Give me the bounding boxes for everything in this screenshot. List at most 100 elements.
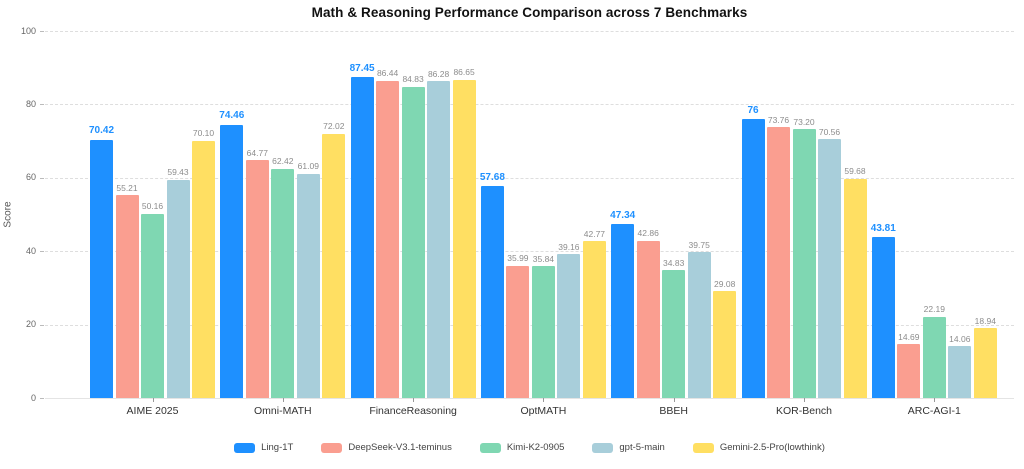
- bar-Kimi-K2-0905-Omni-MATH[interactable]: [271, 168, 295, 398]
- value-label: 22.19: [923, 304, 945, 315]
- value-label: 70.42: [88, 125, 115, 137]
- x-tick-label-KOR-Bench: KOR-Bench: [775, 405, 833, 417]
- value-label: 39.16: [558, 241, 580, 252]
- bar-Gemini-2.5-Pro(lowthink)-Omni-MATH[interactable]: [322, 133, 346, 398]
- bar-DeepSeek-V3.1-teminus-BBEH[interactable]: [636, 240, 660, 398]
- legend-swatch-DeepSeek-V3.1-teminus: [321, 442, 343, 453]
- bar-Gemini-2.5-Pro(lowthink)-OptMATH[interactable]: [582, 241, 606, 398]
- value-label: 57.68: [479, 171, 505, 183]
- value-label: 14.06: [949, 333, 971, 344]
- bar-gpt-5-main-FinanceReasoning[interactable]: [427, 81, 451, 398]
- legend-swatch-Gemini-2.5-Pro(lowthink): [692, 442, 714, 453]
- bar-Gemini-2.5-Pro(lowthink)-BBEH[interactable]: [713, 291, 737, 398]
- bar-Kimi-K2-0905-FinanceReasoning[interactable]: [401, 86, 425, 398]
- x-tick-label-Omni-MATH: Omni-MATH: [254, 405, 312, 417]
- value-label: 73.20: [793, 116, 815, 127]
- legend-item-Gemini-2.5-Pro(lowthink)[interactable]: Gemini-2.5-Pro(lowthink): [692, 442, 825, 453]
- bar-Ling-1T-FinanceReasoning[interactable]: [350, 77, 374, 398]
- bar-DeepSeek-V3.1-teminus-AIME 2025[interactable]: [115, 195, 139, 398]
- x-tick-label-OptMATH: OptMATH: [520, 405, 567, 417]
- legend-item-Kimi-K2-0905[interactable]: Kimi-K2-0905: [479, 442, 564, 453]
- bar-Gemini-2.5-Pro(lowthink)-AIME 2025[interactable]: [192, 140, 215, 398]
- y-tick-label-40: 40: [25, 245, 36, 256]
- y-tick-mark-0: [40, 398, 44, 399]
- bar-DeepSeek-V3.1-teminus-ARC-AGI-1[interactable]: [897, 344, 921, 398]
- value-label: 74.46: [219, 110, 245, 122]
- value-label: 42.86: [637, 228, 659, 239]
- bar-Kimi-K2-0905-KOR-Bench[interactable]: [792, 129, 816, 398]
- value-label: 86.44: [376, 68, 399, 79]
- y-tick-label-0: 0: [30, 392, 36, 403]
- y-tick-mark-20: [40, 324, 44, 326]
- legend-swatch-Ling-1T: [234, 442, 256, 453]
- value-label: 61.09: [297, 161, 319, 172]
- y-tick-mark-80: [40, 104, 44, 106]
- legend-swatch-gpt-5-main: [592, 442, 614, 453]
- value-label: 55.21: [116, 182, 138, 193]
- y-tick-mark-100: [40, 31, 44, 32]
- bar-gpt-5-main-Omni-MATH[interactable]: [296, 173, 320, 398]
- gridline-0: [45, 398, 1014, 399]
- bar-Kimi-K2-0905-OptMATH[interactable]: [531, 266, 555, 398]
- legend-item-Ling-1T[interactable]: Ling-1T: [234, 442, 293, 453]
- bar-Gemini-2.5-Pro(lowthink)-KOR-Bench[interactable]: [843, 178, 867, 398]
- bar-DeepSeek-V3.1-teminus-Omni-MATH[interactable]: [245, 160, 269, 398]
- value-label: 59.68: [844, 166, 866, 177]
- value-label: 76: [747, 104, 759, 116]
- x-tick-mark-KOR-Bench: [804, 398, 805, 402]
- y-tick-label-100: 100: [20, 25, 36, 36]
- x-tick-label-BBEH: BBEH: [659, 405, 688, 417]
- value-label: 35.99: [507, 253, 529, 264]
- bar-Gemini-2.5-Pro(lowthink)-ARC-AGI-1[interactable]: [973, 328, 997, 398]
- bar-Ling-1T-Omni-MATH[interactable]: [220, 124, 244, 398]
- bar-Ling-1T-AIME 2025[interactable]: [90, 139, 113, 398]
- value-label: 18.94: [974, 315, 996, 326]
- value-label: 47.34: [610, 209, 636, 221]
- bar-Ling-1T-KOR-Bench[interactable]: [741, 119, 765, 398]
- plot-area: 70.42 55.21 50.16 59.43 70.10 AIME 2025 74.46 6…: [45, 31, 1014, 417]
- gridline-80: [45, 104, 1014, 106]
- value-label: 73.76: [767, 114, 790, 125]
- bar-Gemini-2.5-Pro(lowthink)-FinanceReasoning[interactable]: [452, 79, 476, 398]
- bar-Ling-1T-OptMATH[interactable]: [480, 186, 504, 398]
- bar-Ling-1T-ARC-AGI-1[interactable]: [871, 237, 895, 398]
- value-label: 42.77: [583, 228, 606, 239]
- x-tick-mark-AIME 2025: [152, 398, 154, 402]
- value-label: 70.10: [192, 128, 215, 139]
- value-label: 43.81: [870, 222, 896, 234]
- y-tick-label-60: 60: [25, 172, 36, 183]
- y-tick-label-20: 20: [25, 319, 36, 330]
- bar-Ling-1T-BBEH[interactable]: [611, 224, 635, 398]
- value-label: 35.84: [532, 253, 555, 264]
- legend-item-gpt-5-main[interactable]: gpt-5-main: [592, 442, 665, 453]
- value-label: 39.75: [688, 239, 710, 250]
- legend-label: Ling-1T: [261, 442, 294, 453]
- y-tick-label-80: 80: [25, 98, 36, 109]
- bar-DeepSeek-V3.1-teminus-FinanceReasoning[interactable]: [376, 80, 400, 398]
- gridline-20: [45, 324, 1014, 326]
- value-label: 59.43: [167, 167, 189, 178]
- x-tick-label-ARC-AGI-1: ARC-AGI-1: [907, 405, 961, 417]
- chart-title: Math & Reasoning Performance Comparison …: [311, 5, 748, 20]
- value-label: 50.16: [141, 201, 164, 212]
- bar-DeepSeek-V3.1-teminus-OptMATH[interactable]: [506, 265, 530, 398]
- value-label: 86.65: [453, 67, 475, 78]
- value-label: 64.77: [246, 147, 268, 158]
- legend-label: gpt-5-main: [619, 442, 665, 453]
- value-label: 86.28: [427, 68, 450, 79]
- bar-gpt-5-main-KOR-Bench[interactable]: [818, 139, 841, 398]
- bar-Kimi-K2-0905-AIME 2025[interactable]: [141, 213, 164, 398]
- legend-item-DeepSeek-V3.1-teminus[interactable]: DeepSeek-V3.1-teminus: [321, 442, 452, 453]
- bar-Kimi-K2-0905-BBEH[interactable]: [662, 270, 686, 398]
- bar-Kimi-K2-0905-ARC-AGI-1[interactable]: [922, 316, 946, 398]
- bar-gpt-5-main-ARC-AGI-1[interactable]: [948, 346, 972, 398]
- bar-DeepSeek-V3.1-teminus-KOR-Bench[interactable]: [767, 127, 790, 398]
- value-label: 70.56: [818, 126, 841, 137]
- bar-gpt-5-main-OptMATH[interactable]: [557, 254, 581, 398]
- bar-gpt-5-main-BBEH[interactable]: [687, 252, 711, 398]
- x-tick-label-FinanceReasoning: FinanceReasoning: [369, 405, 457, 417]
- gridline-60: [45, 177, 1014, 179]
- legend-swatch-Kimi-K2-0905: [479, 442, 501, 453]
- bar-gpt-5-main-AIME 2025[interactable]: [166, 179, 190, 398]
